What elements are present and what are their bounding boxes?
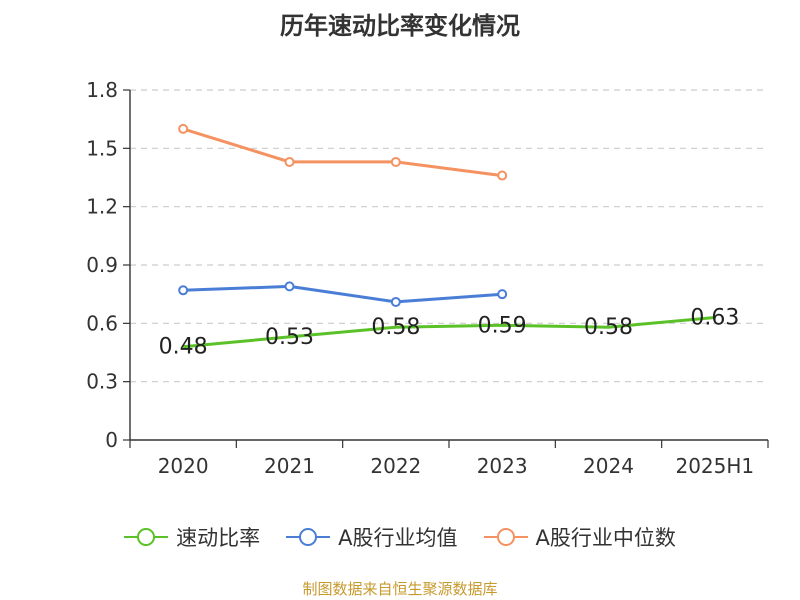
series-line-1 [183, 284, 503, 304]
chart-title: 历年速动比率变化情况 [280, 12, 520, 40]
x-tick-label: 2020 [158, 454, 209, 478]
y-tick-label: 1.8 [86, 78, 118, 102]
data-label: 0.48 [159, 335, 208, 360]
grid-lines [130, 89, 768, 383]
y-tick-label: 0.3 [86, 370, 118, 394]
series-line-2 [182, 127, 503, 178]
legend-swatch [124, 528, 169, 546]
legend: 速动比率 A股行业均值 A股行业中位数 [0, 520, 800, 554]
legend-swatch-marker [299, 528, 318, 546]
series-point-2 [497, 170, 508, 181]
series-point-2 [178, 123, 189, 134]
series-point-1 [284, 281, 295, 292]
legend-swatch [483, 528, 528, 546]
series-line-0 [183, 316, 715, 349]
legend-label: A股行业均值 [338, 526, 458, 550]
series-point-1 [178, 285, 189, 296]
data-source-note: 制图数据来自恒生聚源数据库 [302, 580, 498, 598]
y-tick-label: 0 [105, 428, 118, 452]
y-tick-label: 0.9 [86, 253, 118, 277]
series-point-1 [390, 296, 401, 307]
x-tick-label: 2024 [583, 454, 634, 478]
legend-item: A股行业均值 [286, 522, 458, 552]
y-tick-label: 1.5 [86, 136, 118, 160]
y-tick-label: 0.6 [86, 311, 118, 335]
data-label: 0.58 [584, 315, 633, 340]
series-layer [178, 123, 715, 349]
series-point-2 [284, 156, 295, 167]
x-tick-label: 2021 [264, 454, 315, 478]
y-tick-label: 1.2 [86, 195, 118, 219]
legend-label: A股行业中位数 [535, 526, 676, 550]
x-tick-label: 2025H1 [675, 454, 754, 478]
x-tick-label: 2022 [370, 454, 421, 478]
x-tick-label: 2023 [477, 454, 528, 478]
legend-swatch [286, 528, 331, 546]
legend-item: 速动比率 [124, 522, 260, 552]
legend-swatch-marker [496, 528, 515, 546]
data-labels: 0.48 0.53 0.58 0.59 0.58 0.63 [159, 306, 740, 360]
data-label: 0.59 [478, 313, 527, 338]
legend-item: A股行业中位数 [483, 522, 676, 552]
series-point-2 [390, 156, 401, 167]
data-label: 0.63 [690, 306, 739, 331]
axes: 0 0.3 0.6 0.9 1.2 1.5 1.8 2020 2021 2022 2023 2024 2… [86, 78, 769, 478]
legend-label: 速动比率 [176, 526, 261, 550]
legend-swatch-marker [137, 528, 156, 546]
data-label: 0.58 [371, 315, 420, 340]
data-label: 0.53 [265, 325, 314, 350]
series-point-1 [497, 289, 508, 300]
